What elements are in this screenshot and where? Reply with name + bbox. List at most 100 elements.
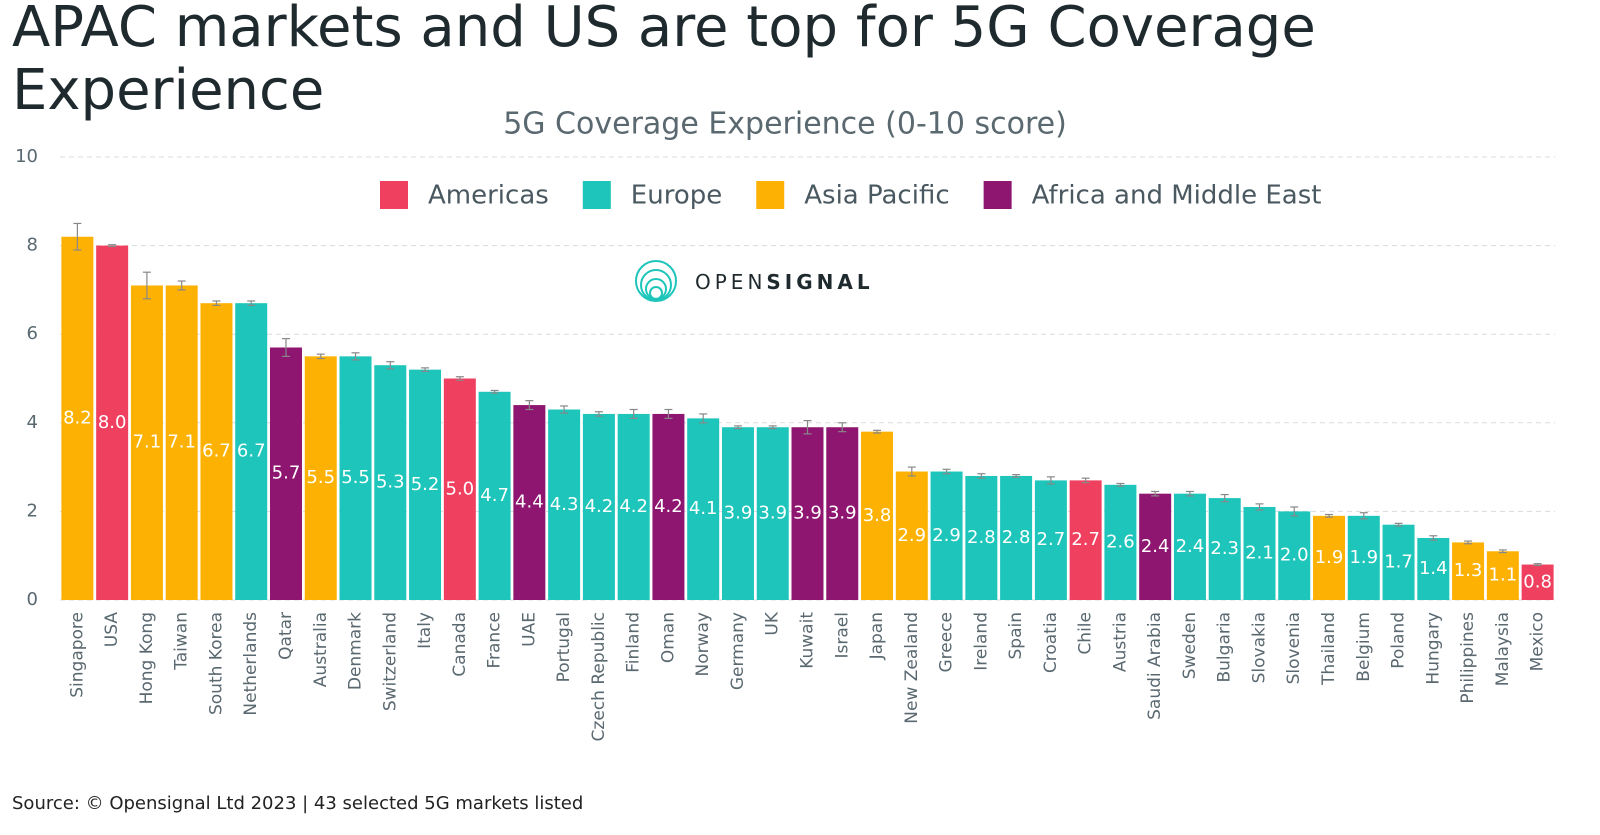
data-label: 1.4 (1419, 558, 1448, 579)
x-tick-label: Australia (311, 612, 331, 687)
bar (96, 245, 129, 600)
error-bar (1012, 474, 1021, 478)
error-bar (108, 244, 117, 248)
x-tick-label: Chile (1076, 612, 1096, 655)
x-tick-label: UAE (519, 612, 539, 647)
x-tick-label: Greece (937, 612, 957, 673)
data-label: 4.2 (585, 496, 614, 517)
bar (826, 427, 859, 600)
x-tick-label: Malaysia (1493, 612, 1513, 686)
bar (235, 303, 268, 600)
x-tick-label: Thailand (1319, 612, 1339, 686)
x-tick-label: Ireland (971, 612, 991, 671)
x-tick-label: Belgium (1354, 612, 1374, 682)
x-tick-label: Hungary (1423, 612, 1443, 685)
error-bar (212, 300, 221, 307)
bar (1069, 480, 1102, 600)
data-label: 2.9 (932, 525, 961, 546)
data-label: 2.9 (897, 525, 926, 546)
bar (1486, 551, 1519, 600)
y-tick-label: 10 (15, 146, 38, 167)
data-label: 4.2 (654, 496, 683, 517)
y-tick-label: 8 (27, 235, 38, 256)
data-label: 5.7 (272, 463, 301, 484)
bar (652, 413, 685, 600)
data-label: 4.1 (689, 498, 718, 519)
data-label: 8.2 (63, 407, 92, 428)
error-bar (177, 280, 186, 291)
error-bar (594, 411, 603, 417)
legend-label: Asia Pacific (804, 181, 949, 211)
data-label: 7.1 (167, 432, 196, 453)
error-bar (421, 367, 430, 373)
error-bar (1394, 522, 1403, 527)
data-label: 4.3 (550, 494, 579, 515)
data-label: 2.8 (967, 527, 996, 548)
error-bar (1255, 503, 1264, 511)
error-bar (1151, 490, 1160, 497)
data-label: 6.7 (202, 441, 231, 462)
x-tick-label: Netherlands (241, 612, 261, 716)
error-bar (942, 468, 951, 475)
x-tick-label: Singapore (67, 612, 87, 698)
data-label: 3.9 (758, 503, 787, 524)
error-bar (560, 405, 569, 414)
bar (791, 427, 824, 600)
error-bar (455, 376, 464, 381)
error-bar (73, 222, 82, 251)
error-bar (490, 389, 499, 394)
data-label: 2.4 (1141, 536, 1170, 557)
x-tick-label: Qatar (276, 612, 296, 660)
data-label: 1.7 (1384, 551, 1413, 572)
x-tick-label: Slovenia (1284, 612, 1304, 684)
error-bar (664, 408, 673, 419)
bar (1417, 537, 1450, 600)
chart-subtitle: 5G Coverage Experience (0-10 score) (503, 107, 1067, 142)
x-tick-label: Hong Kong (137, 612, 157, 704)
bar (930, 471, 963, 600)
error-bar (316, 353, 325, 360)
bar (130, 285, 163, 600)
data-label: 3.8 (863, 505, 892, 526)
watermark: OPENSIGNAL (695, 270, 874, 294)
x-tick-label: France (485, 612, 505, 669)
x-tick-label: Mexico (1528, 612, 1548, 671)
x-tick-label: Croatia (1041, 612, 1061, 673)
x-tick-label: Portugal (554, 612, 574, 682)
data-label: 4.7 (480, 485, 509, 506)
watermark-icon (635, 260, 677, 302)
data-label: 0.8 (1523, 571, 1552, 592)
data-label: 2.6 (1106, 531, 1135, 552)
legend-label: Americas (428, 181, 549, 211)
x-tick-label: Japan (867, 612, 887, 660)
x-tick-label: Philippines (1458, 612, 1478, 704)
data-label: 2.8 (1002, 527, 1031, 548)
error-bar (907, 466, 916, 477)
data-label: 5.3 (376, 472, 405, 493)
bar (61, 236, 94, 601)
bar (861, 431, 894, 600)
x-tick-label: Switzerland (380, 612, 400, 711)
legend-swatch (380, 181, 408, 209)
x-tick-label: Poland (1389, 612, 1409, 669)
error-bar (1185, 490, 1194, 497)
x-tick-label: Austria (1110, 612, 1130, 672)
y-tick-label: 0 (27, 589, 38, 610)
bar (721, 427, 754, 600)
data-label: 2.4 (1176, 536, 1205, 557)
error-bar (1359, 512, 1368, 520)
bar (513, 405, 546, 600)
bar (1347, 515, 1380, 600)
error-bar (1325, 513, 1334, 518)
data-label: 1.1 (1489, 565, 1518, 586)
data-label: 3.9 (793, 503, 822, 524)
error-bar (281, 338, 290, 357)
error-bar (1116, 482, 1125, 487)
bar (1208, 498, 1241, 600)
data-label: 6.7 (237, 441, 266, 462)
x-tick-label: Denmark (346, 612, 366, 690)
error-bar (977, 473, 986, 479)
bar (1139, 493, 1172, 600)
